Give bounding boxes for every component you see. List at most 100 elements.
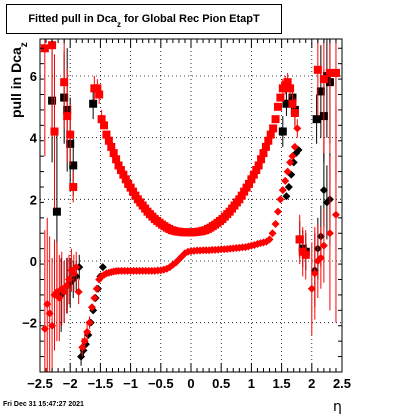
x-tick-label: 0.5 <box>212 376 230 391</box>
data-point <box>119 170 128 179</box>
data-point <box>112 155 121 164</box>
x-tick-label: −1.5 <box>88 376 114 391</box>
data-point <box>319 186 328 195</box>
data-point <box>252 166 261 175</box>
y-tick-label: 4 <box>30 131 38 146</box>
data-point <box>69 183 78 191</box>
data-point <box>290 109 299 117</box>
data-point <box>282 192 291 201</box>
data-point <box>97 115 106 124</box>
data-point <box>57 284 66 293</box>
data-point <box>237 191 246 200</box>
data-point <box>244 179 253 188</box>
data-point <box>102 130 111 139</box>
data-point <box>273 207 282 216</box>
data-point <box>259 149 268 158</box>
title-subscript: z <box>116 20 121 29</box>
x-tick-label: 1.5 <box>273 376 291 391</box>
data-point <box>114 161 123 170</box>
data-point <box>69 161 78 170</box>
plot-frame <box>39 38 343 373</box>
data-point <box>295 235 304 244</box>
data-point <box>319 75 328 84</box>
x-tick-label: 2 <box>308 376 315 391</box>
data-point <box>254 161 263 170</box>
data-point <box>283 78 292 87</box>
data-point <box>261 142 270 151</box>
data-point <box>268 229 277 238</box>
data-point <box>319 241 328 250</box>
data-point <box>276 93 285 102</box>
data-point <box>257 155 266 164</box>
data-point <box>72 263 81 272</box>
title-text: Fitted pull in Dca <box>28 13 117 25</box>
data-point <box>247 175 256 184</box>
data-point <box>301 250 310 259</box>
data-point <box>307 284 316 293</box>
data-point <box>266 130 275 139</box>
data-point <box>331 210 340 219</box>
data-point <box>271 115 280 124</box>
title-suffix: for Global Rec Pion EtapT <box>120 13 260 25</box>
axis-ticks: −2.5 −2 −1.5 −1 −0.5 0 0.5 1 1.5 2 2.5 −2 0 2 4 6 <box>22 39 351 391</box>
data-point <box>89 99 98 108</box>
data-point <box>60 78 69 87</box>
data-point <box>290 142 299 151</box>
y-tick-label: −2 <box>22 316 37 331</box>
data-point <box>312 115 321 124</box>
data-point <box>271 220 280 228</box>
data-point <box>104 136 113 145</box>
y-tick-label: 6 <box>30 69 37 84</box>
data-point <box>284 183 293 191</box>
data-point <box>273 102 282 111</box>
data-point <box>52 207 61 216</box>
x-axis-label: η <box>333 399 342 414</box>
data-point <box>265 235 274 244</box>
data-point <box>66 130 75 139</box>
data-point <box>288 152 297 161</box>
data-point <box>74 287 83 296</box>
data-point <box>316 87 325 96</box>
data-point <box>121 175 130 184</box>
data-point <box>325 68 334 77</box>
data-point <box>286 158 295 167</box>
data-point <box>93 84 102 93</box>
data-point <box>325 229 334 238</box>
x-tick-label: 0 <box>187 376 194 391</box>
data-point <box>276 195 285 204</box>
data-point <box>83 327 92 336</box>
data-point <box>313 65 322 74</box>
data-point <box>95 90 104 99</box>
x-tick-label: −1 <box>123 376 138 391</box>
series-3 <box>40 106 340 372</box>
data-point <box>87 303 96 312</box>
data-point <box>278 127 287 136</box>
data-point <box>331 68 340 77</box>
data-point <box>264 136 273 145</box>
data-point <box>129 187 138 196</box>
x-tick-label: 2.5 <box>333 376 351 391</box>
x-tick-label: −2.5 <box>27 376 53 391</box>
data-point <box>283 167 292 176</box>
data-point <box>63 112 72 121</box>
data-point <box>109 149 118 158</box>
data-point <box>92 284 101 293</box>
x-tick-label: −0.5 <box>148 376 174 391</box>
data-point <box>40 44 49 53</box>
data-series <box>40 39 340 372</box>
data-point <box>116 166 125 175</box>
data-point <box>107 142 116 151</box>
data-point <box>48 41 57 50</box>
data-point <box>278 186 287 195</box>
y-tick-label: 0 <box>30 254 37 269</box>
data-point <box>50 127 59 136</box>
data-point <box>249 170 258 179</box>
series-1 <box>40 39 340 280</box>
data-point <box>281 176 290 185</box>
grid <box>40 39 342 372</box>
x-tick-label: −2 <box>63 376 78 391</box>
y-axis-label: pull in Dcaz <box>8 42 30 118</box>
timestamp-footer: Fri Dec 31 15:47:27 2021 <box>3 401 84 408</box>
data-point <box>269 124 278 133</box>
